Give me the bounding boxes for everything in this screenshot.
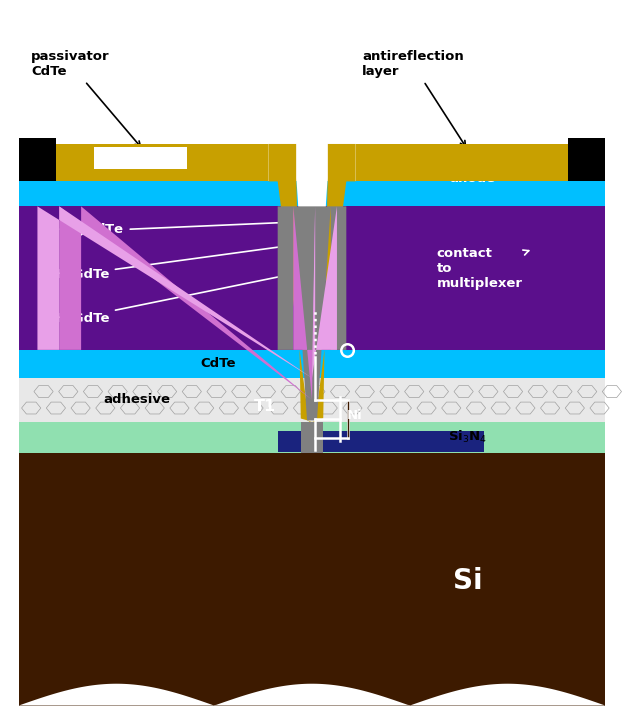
Polygon shape — [19, 181, 605, 206]
Polygon shape — [19, 206, 605, 350]
Polygon shape — [301, 421, 323, 452]
Polygon shape — [19, 138, 56, 181]
Polygon shape — [278, 206, 346, 420]
Polygon shape — [94, 147, 187, 169]
Text: Si: Si — [453, 567, 483, 594]
Polygon shape — [19, 421, 605, 453]
Polygon shape — [19, 350, 605, 378]
Text: Ni: Ni — [346, 409, 362, 421]
Polygon shape — [19, 144, 268, 181]
Text: CdTe: CdTe — [201, 357, 236, 371]
Polygon shape — [296, 144, 328, 420]
Polygon shape — [19, 378, 605, 421]
Text: antireflection
layer: antireflection layer — [362, 50, 466, 146]
Polygon shape — [268, 144, 356, 421]
Polygon shape — [59, 206, 315, 400]
Polygon shape — [301, 431, 323, 453]
Text: n$^+$-HgGdTe: n$^+$-HgGdTe — [37, 220, 292, 241]
Text: n-HgGdTe: n-HgGdTe — [37, 243, 298, 282]
Polygon shape — [19, 683, 605, 705]
Text: anode: anode — [449, 172, 588, 185]
Polygon shape — [568, 138, 605, 181]
Polygon shape — [278, 431, 484, 452]
Polygon shape — [356, 144, 605, 181]
Text: Si$_3$N$_4$: Si$_3$N$_4$ — [449, 429, 487, 445]
Text: adhesive: adhesive — [104, 393, 171, 406]
Text: contact
to
multiplexer: contact to multiplexer — [437, 247, 529, 290]
Text: T1: T1 — [254, 399, 276, 414]
Polygon shape — [37, 206, 337, 378]
Text: passivator
CdTe: passivator CdTe — [31, 50, 140, 147]
Polygon shape — [19, 453, 605, 705]
Text: p-HgGdTe: p-HgGdTe — [37, 268, 314, 325]
